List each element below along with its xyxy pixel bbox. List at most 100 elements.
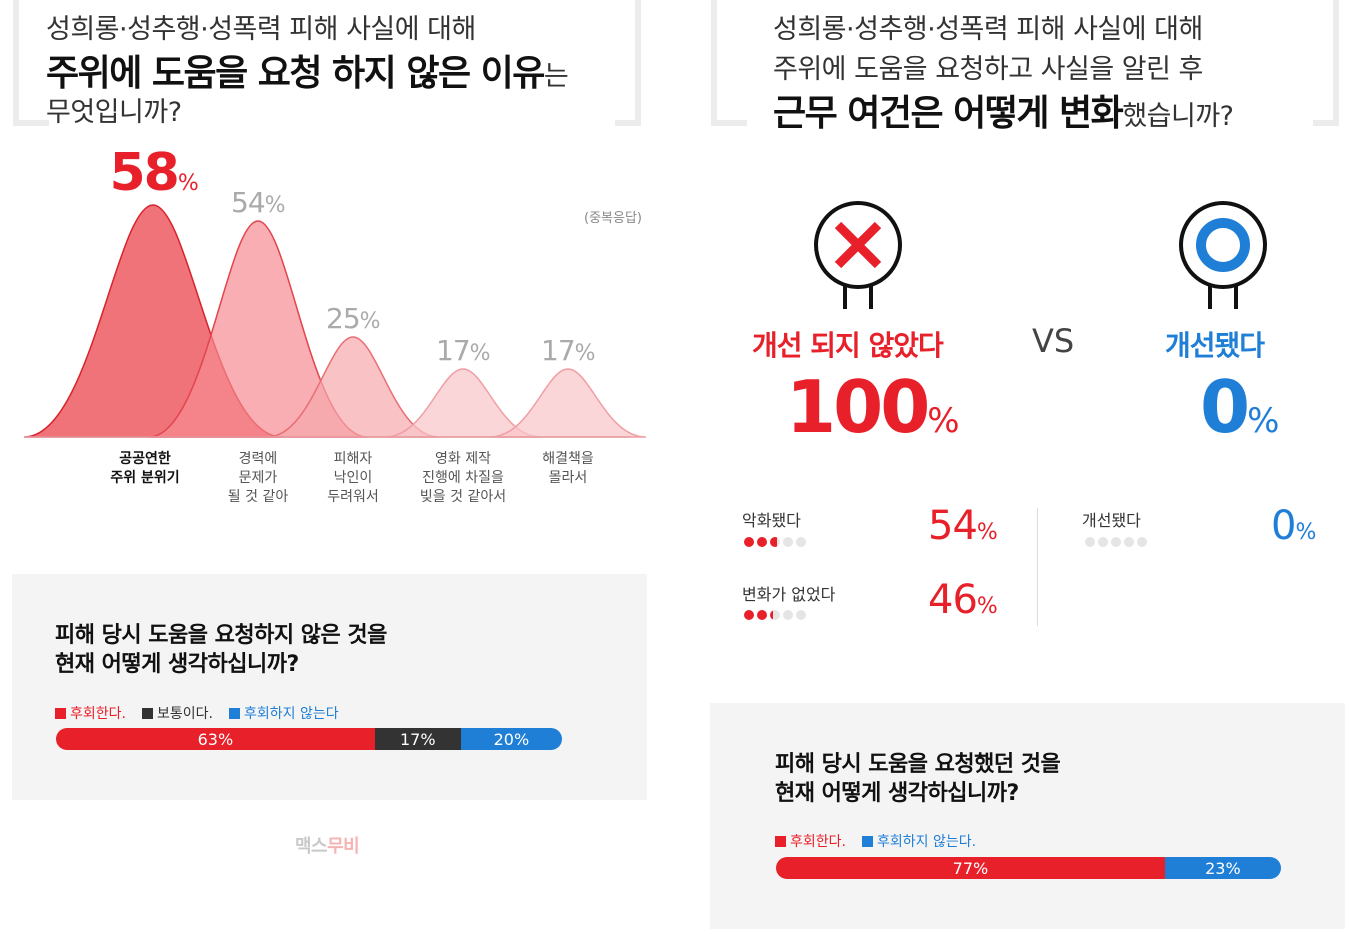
circle-icon xyxy=(1179,201,1267,309)
peak-value-5: 17% xyxy=(541,334,596,367)
improved-sub-unit: % xyxy=(1295,520,1316,545)
regret-left-legend-item-3: 후회하지 않는다 xyxy=(228,703,339,723)
regret-left-legend-item-1: 후회한다. xyxy=(55,703,126,723)
peak-category-1: 공공연한 주위 분위기 xyxy=(110,451,180,486)
regret-right-legend-swatch xyxy=(861,835,873,847)
brand-logo: 맥스무비 xyxy=(295,832,360,858)
peak-value-number: 54 xyxy=(231,186,266,219)
no-change-value: 46% xyxy=(928,577,998,623)
not-improved-unit: % xyxy=(927,401,959,441)
peak-value-number: 17 xyxy=(541,334,576,367)
regret-right-legend-item-2: 후회하지 않는다. xyxy=(861,831,977,851)
meter-dot xyxy=(783,537,793,547)
worsened-unit: % xyxy=(976,520,998,545)
meter-dot xyxy=(757,610,767,620)
peak-value-4: 17% xyxy=(436,334,491,367)
regret-left-segment-2: 17% xyxy=(374,728,461,750)
peak-value-number: 25 xyxy=(326,302,361,335)
left-question-bold-text: 주위에 도움을 요청 하지 않은 이유 xyxy=(46,53,545,94)
regret-right-segment-2: 23% xyxy=(1164,857,1281,879)
peak-category-2: 경력에 문제가 될 것 같아 xyxy=(227,451,289,505)
regret-left-segment-1: 63% xyxy=(56,728,375,750)
peak-value-2: 54% xyxy=(231,186,286,219)
right-question-bold-tail: 했습니까? xyxy=(1122,101,1234,132)
meter-dot xyxy=(796,610,806,620)
brand-part2: 무비 xyxy=(327,836,360,857)
meter-dot xyxy=(1124,537,1134,547)
right-question-bold-text: 근무 여건은 어떻게 변화 xyxy=(773,93,1124,134)
regret-left-legend-label: 후회한다. xyxy=(70,706,126,722)
regret-right-segment-1: 77% xyxy=(776,857,1165,879)
no-change-dots xyxy=(744,610,806,620)
improved-unit: % xyxy=(1247,401,1279,441)
regret-left-legend-item-2: 보통이다. xyxy=(141,703,213,723)
regret-right-legend-swatch xyxy=(775,835,786,847)
meter-dot xyxy=(744,537,754,547)
regret-panel-right xyxy=(710,703,1345,929)
peak-value-unit: % xyxy=(359,309,381,334)
not-improved-value: 100% xyxy=(786,365,960,449)
worsened-dots xyxy=(744,537,806,547)
meter-dot xyxy=(1085,537,1095,547)
improved-sub-number: 0 xyxy=(1271,503,1296,549)
peak-value-unit: % xyxy=(574,341,596,366)
regret-left-legend-swatch xyxy=(55,707,66,719)
meter-dot xyxy=(783,610,793,620)
peak-value-unit: % xyxy=(264,193,286,218)
peak-value-3: 25% xyxy=(326,302,381,335)
regret-left-legend-swatch xyxy=(141,707,153,719)
not-improved-number: 100 xyxy=(786,365,930,449)
regret-left-legend-label: 보통이다. xyxy=(156,706,213,722)
peak-category-5: 해결책을 몰라서 xyxy=(542,451,594,486)
regret-right-legend-label: 후회하지 않는다. xyxy=(876,834,977,850)
regret-right-bar: 77% 23% xyxy=(776,857,1281,879)
meter-dot xyxy=(744,610,754,620)
peak-value-number: 58 xyxy=(109,143,180,203)
regret-panel-left-title: 피해 당시 도움을 요청하지 않은 것을 현재 어떻게 생각하십니까? xyxy=(55,623,387,677)
improved-sub-label: 개선됐다 xyxy=(1082,511,1141,530)
peak-value-1: 58% xyxy=(109,143,199,203)
meter-dot xyxy=(757,537,767,547)
vs-text: VS xyxy=(1032,322,1075,360)
reason-peak-chart xyxy=(24,204,647,438)
title-bracket-right-2 xyxy=(1313,0,1339,126)
no-change-unit: % xyxy=(976,594,998,619)
meter-dot xyxy=(770,610,780,620)
regret-left-legend-swatch xyxy=(228,707,240,719)
peak-value-unit: % xyxy=(469,341,491,366)
meter-dot xyxy=(770,537,780,547)
improved-dots xyxy=(1085,537,1147,547)
meter-dot xyxy=(796,537,806,547)
improved-sub-value: 0% xyxy=(1271,503,1316,549)
left-question-line3: 무엇입니까? xyxy=(46,97,182,128)
regret-left-legend-label: 후회하지 않는다 xyxy=(243,706,339,722)
no-change-number: 46 xyxy=(928,577,978,623)
meter-dot xyxy=(1098,537,1108,547)
meter-dot xyxy=(1137,537,1147,547)
regret-right-legend-label: 후회한다. xyxy=(790,834,846,850)
x-icon xyxy=(814,201,902,309)
peak-category-3: 피해자 낙인이 두려워서 xyxy=(327,451,379,505)
breakdown-divider xyxy=(1037,508,1038,626)
worsened-value: 54% xyxy=(928,503,998,549)
regret-panel-right-title: 피해 당시 도움을 요청했던 것을 현재 어떻게 생각하십니까? xyxy=(775,752,1061,806)
improved-number: 0 xyxy=(1200,365,1250,449)
peak-5 xyxy=(489,368,647,438)
title-bracket-left-2 xyxy=(711,0,747,126)
left-question-bold: 주위에 도움을 요청 하지 않은 이유는 xyxy=(46,44,569,96)
left-question-bold-tail: 는 xyxy=(543,61,569,92)
worsened-number: 54 xyxy=(928,503,978,549)
regret-panel-left xyxy=(12,574,647,800)
peak-value-unit: % xyxy=(177,171,199,196)
meter-dot xyxy=(1111,537,1121,547)
regret-left-legend: 후회한다. 보통이다. 후회하지 않는다 xyxy=(55,703,339,723)
peak-value-number: 17 xyxy=(436,334,471,367)
title-bracket-right xyxy=(615,0,641,126)
worsened-label: 악화됐다 xyxy=(742,511,801,530)
regret-right-legend: 후회한다. 후회하지 않는다. xyxy=(775,831,976,851)
peak-category-4: 영화 제작 진행에 차질을 빚을 것 같아서 xyxy=(419,451,507,505)
improved-value: 0% xyxy=(1200,365,1279,449)
left-question-line1: 성희롱·성추행·성폭력 피해 사실에 대해 xyxy=(46,14,476,45)
no-change-label: 변화가 없었다 xyxy=(742,585,836,604)
right-question-line1: 성희롱·성추행·성폭력 피해 사실에 대해 xyxy=(773,14,1203,45)
